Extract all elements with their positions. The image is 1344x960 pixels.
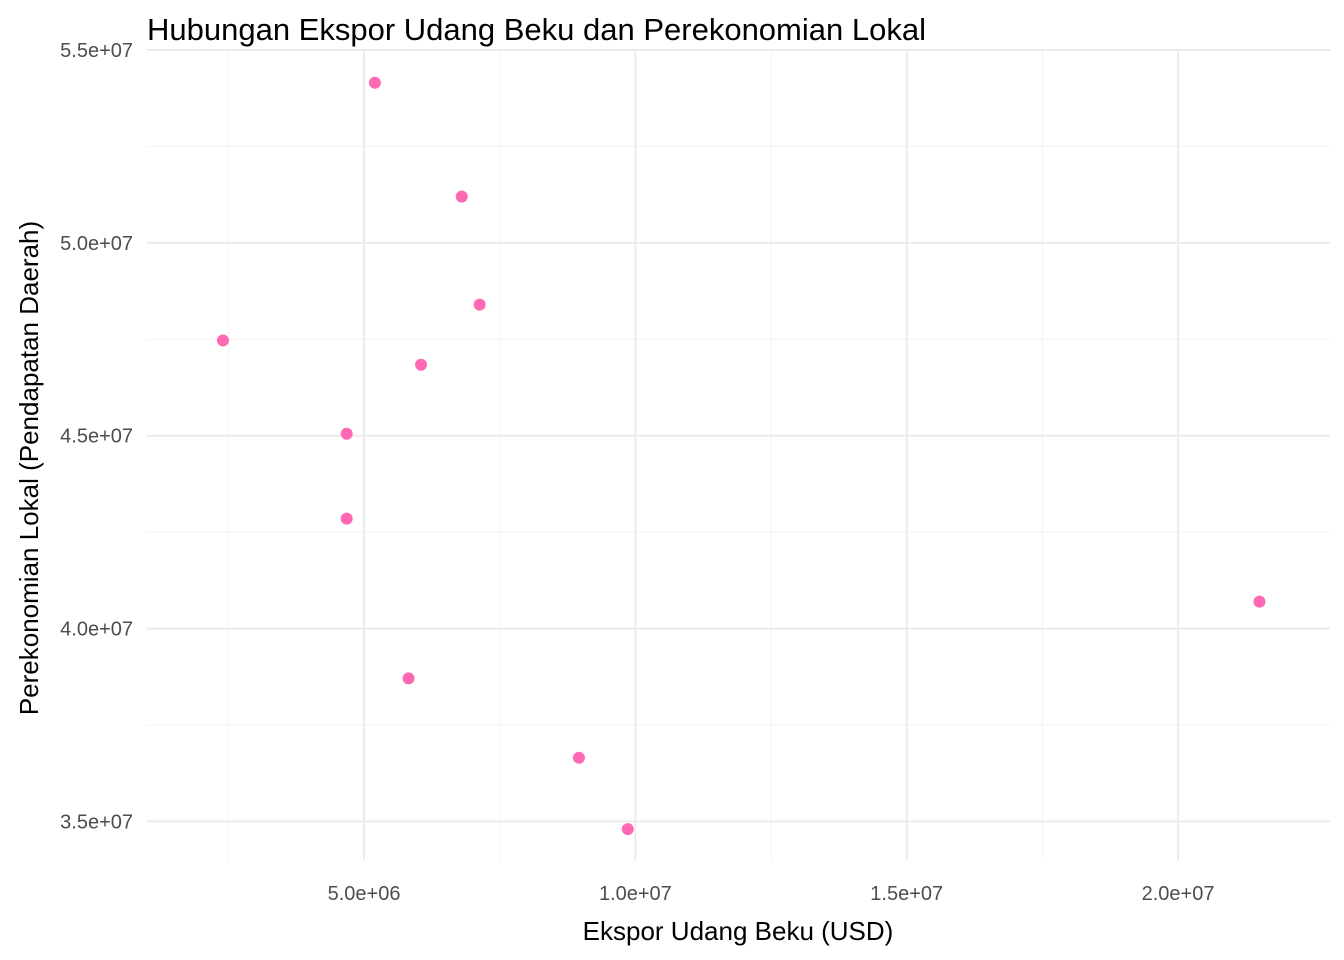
data-point bbox=[340, 427, 353, 440]
grid-lines bbox=[147, 49, 1330, 860]
data-point bbox=[1253, 595, 1266, 608]
data-point bbox=[621, 823, 634, 836]
data-point bbox=[340, 512, 353, 525]
x-tick-label: 1.5e+07 bbox=[870, 883, 943, 905]
y-tick-label: 4.5e+07 bbox=[60, 426, 133, 448]
data-point bbox=[572, 751, 585, 764]
x-tick-label: 5.0e+06 bbox=[328, 883, 401, 905]
data-point bbox=[368, 76, 381, 89]
data-point bbox=[216, 334, 229, 347]
data-point bbox=[455, 190, 468, 203]
y-tick-label: 5.0e+07 bbox=[60, 233, 133, 255]
data-point bbox=[402, 672, 415, 685]
data-points bbox=[216, 76, 1266, 836]
y-tick-label: 4.0e+07 bbox=[60, 619, 133, 641]
x-axis-ticks: 5.0e+06 1.0e+07 1.5e+07 2.0e+07 bbox=[328, 883, 1215, 905]
x-axis-title: Ekspor Udang Beku (USD) bbox=[583, 916, 894, 946]
x-tick-label: 1.0e+07 bbox=[599, 883, 672, 905]
data-point bbox=[473, 298, 486, 311]
data-point bbox=[415, 358, 428, 371]
chart-title: Hubungan Ekspor Udang Beku dan Perekonom… bbox=[147, 12, 926, 47]
x-tick-label: 2.0e+07 bbox=[1142, 883, 1215, 905]
y-tick-label: 5.5e+07 bbox=[60, 40, 133, 62]
y-axis-title: Perekonomian Lokal (Pendapatan Daerah) bbox=[14, 221, 44, 715]
y-tick-label: 3.5e+07 bbox=[60, 811, 133, 833]
y-axis-ticks: 3.5e+07 4.0e+07 4.5e+07 5.0e+07 5.5e+07 bbox=[60, 40, 133, 833]
